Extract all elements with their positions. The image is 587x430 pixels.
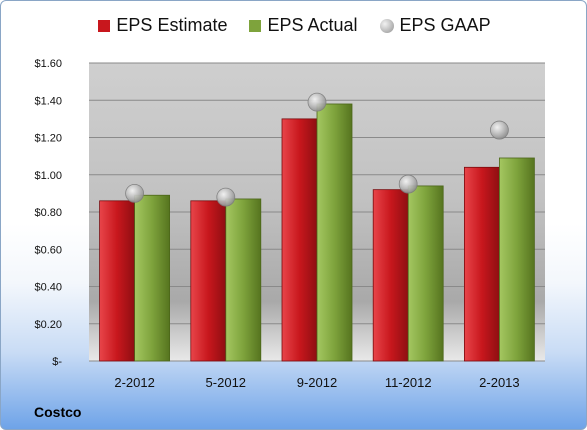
legend-label-eps-actual: EPS Actual xyxy=(267,15,358,35)
legend-swatch-eps-gaap xyxy=(379,18,394,33)
marker-eps-gaap xyxy=(125,183,145,203)
legend-swatch-eps-actual xyxy=(249,19,262,32)
marker-eps-gaap xyxy=(398,174,418,194)
bar-eps-estimate xyxy=(372,189,409,362)
legend-label-eps-gaap: EPS GAAP xyxy=(399,15,491,35)
y-tick-label: $1.40 xyxy=(34,95,62,107)
y-tick-label: $1.00 xyxy=(34,170,62,182)
bar-eps-estimate xyxy=(463,166,500,362)
bar-eps-actual xyxy=(225,198,262,362)
marker-eps-gaap xyxy=(216,187,236,207)
x-tick-label: 2-2013 xyxy=(479,375,519,390)
legend-swatch-eps-estimate xyxy=(98,19,111,32)
bar-eps-actual xyxy=(134,194,171,362)
marker-eps-gaap xyxy=(489,120,509,140)
y-tick-label: $1.20 xyxy=(34,133,62,145)
x-tick-label: 2-2012 xyxy=(114,375,154,390)
bar-eps-actual xyxy=(407,185,444,362)
y-tick-label: $1.60 xyxy=(34,58,62,70)
x-tick-label: 9-2012 xyxy=(297,375,337,390)
legend-item-eps-gaap: EPS GAAP xyxy=(379,15,491,36)
y-tick-label: $0.60 xyxy=(34,244,62,256)
bar-eps-estimate xyxy=(99,200,135,362)
legend-item-eps-actual: EPS Actual xyxy=(249,15,358,36)
x-tick-label: 11-2012 xyxy=(385,375,432,390)
bar-eps-estimate xyxy=(190,200,227,362)
y-tick-label: $0.20 xyxy=(34,319,62,331)
y-tick-label: $- xyxy=(52,356,62,368)
bar-eps-actual xyxy=(498,157,535,362)
bar-eps-estimate xyxy=(281,118,318,362)
company-name: Costco xyxy=(34,404,82,420)
marker-eps-gaap xyxy=(307,92,327,112)
legend: EPS Estimate EPS Actual EPS GAAP xyxy=(1,15,586,36)
legend-label-eps-estimate: EPS Estimate xyxy=(116,15,228,35)
bar-eps-actual xyxy=(316,103,353,362)
y-tick-label: $0.80 xyxy=(34,207,62,219)
y-tick-label: $0.40 xyxy=(34,282,62,294)
x-tick-label: 5-2012 xyxy=(206,375,246,390)
legend-item-eps-estimate: EPS Estimate xyxy=(98,15,227,36)
